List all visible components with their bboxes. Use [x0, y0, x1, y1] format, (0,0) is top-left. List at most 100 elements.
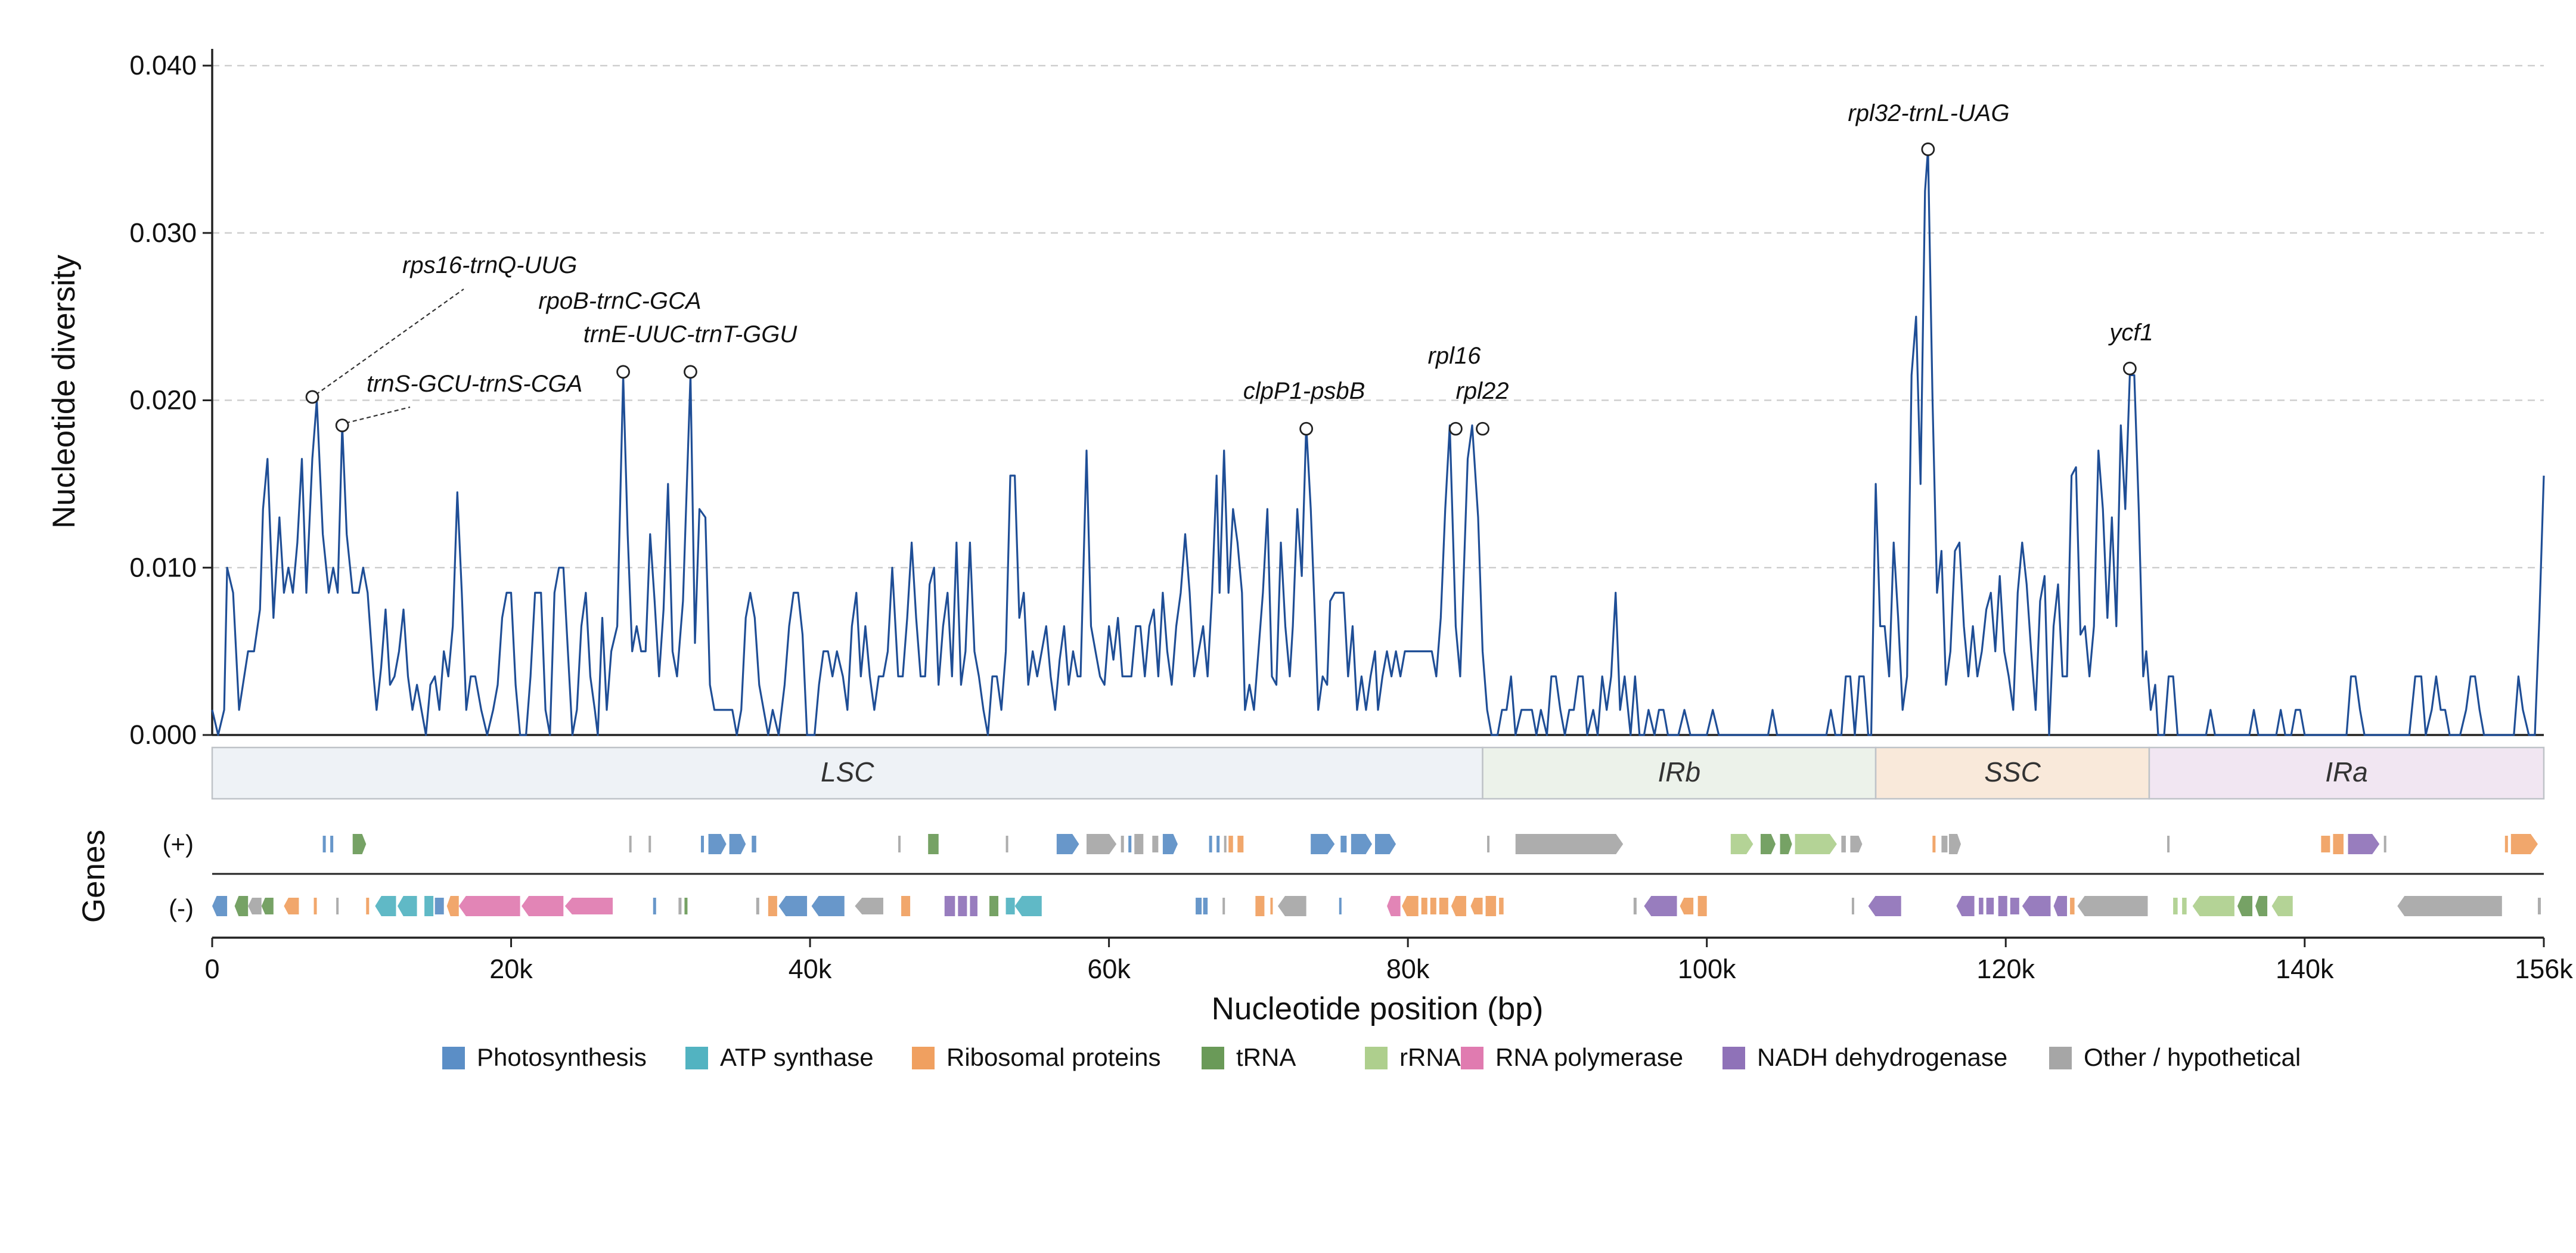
gene-minus [855, 898, 883, 914]
annotation-label: rps16-trnQ-UUG [402, 252, 577, 278]
legend: Photosynthesis ATP synthase Ribosomal prot… [442, 1043, 2301, 1071]
annotation-label: trnS-GCU-trnS-CGA [367, 371, 582, 397]
gene-minus [2192, 896, 2234, 916]
gene-plus [701, 836, 704, 852]
gene-minus [1203, 898, 1208, 914]
gene-plus [1948, 834, 1961, 854]
gene-plus [2333, 834, 2344, 854]
legend-label: NADH dehydrogenase [1757, 1043, 2007, 1071]
gene-minus [2077, 896, 2148, 916]
annotations: rps16-trnQ-UUG trnS-GCU-trnS-CGA rpoB-trnC… [305, 100, 2153, 436]
gene-minus [811, 896, 845, 916]
gene-plus [1932, 836, 1936, 852]
gene-minus [1998, 896, 2007, 916]
annotation-marker [1299, 421, 1314, 436]
gene-minus [1851, 898, 1854, 914]
annotation-leader [345, 406, 411, 424]
gene-minus [1986, 898, 1994, 914]
gridlines [212, 64, 2544, 569]
gene-minus [678, 898, 682, 914]
gene-minus [314, 898, 317, 914]
gene-minus [2255, 896, 2268, 916]
legend-swatch [1461, 1047, 1483, 1069]
gene-plus [1351, 834, 1372, 854]
gene-minus [1680, 898, 1694, 914]
gene-minus [1222, 898, 1225, 914]
gene-minus [336, 898, 339, 914]
gene-minus [2022, 896, 2051, 916]
y-tick-label: 0.020 [129, 385, 197, 415]
x-tick-label: 20k [489, 954, 533, 984]
gene-minus [1485, 896, 1497, 916]
gene-plus [352, 834, 367, 854]
x-tick-label: 100k [1678, 954, 1736, 984]
gene-minus [1277, 896, 1306, 916]
genes-label: Genes [76, 830, 111, 923]
gene-plus [1841, 836, 1846, 852]
annotation-marker [335, 418, 349, 433]
gene-plus [1730, 834, 1753, 854]
gene-plus [322, 836, 326, 852]
legend-label: rRNA [1399, 1043, 1461, 1071]
region-label-lsc: LSC [821, 756, 874, 787]
annotation-label: rpl22 [1456, 378, 1509, 404]
annotation-leader [315, 289, 464, 395]
region-label-ira: IRa [2325, 756, 2368, 787]
annotation-marker [305, 390, 319, 404]
legend-swatch [685, 1047, 708, 1069]
gene-plus [1209, 836, 1212, 852]
x-tick-label: 40k [789, 954, 832, 984]
gene-plus [2348, 834, 2380, 854]
gene-minus [397, 896, 417, 916]
gene-plus [898, 836, 901, 852]
x-tick-label: 60k [1087, 954, 1131, 984]
gene-minus [446, 896, 459, 916]
gene-plus [1795, 834, 1837, 854]
x-tick-label: 156k [2515, 954, 2573, 984]
region-ssc [1874, 746, 2150, 800]
gene-plus [1515, 834, 1624, 854]
annotation-marker [616, 365, 631, 379]
gene-minus [2173, 898, 2178, 914]
gene-minus [2271, 896, 2293, 916]
gene-plus [2321, 836, 2330, 852]
gene-plus [729, 834, 746, 854]
region-label-ssc: SSC [1984, 756, 2041, 787]
region-label-irb: IRb [1658, 756, 1701, 787]
annotation-marker [2122, 361, 2137, 376]
gene-minus [564, 898, 613, 914]
legend-swatch [912, 1047, 935, 1069]
gene-plus [1237, 836, 1244, 852]
gene-minus [458, 896, 520, 916]
region-ira [2148, 746, 2545, 800]
gene-plus [2504, 836, 2508, 852]
tick-labels: 0.000 0.010 0.020 0.030 0.040 0 20k 40k 60k 80k 10… [129, 50, 2573, 984]
axes [203, 49, 2545, 947]
gene-minus [653, 898, 656, 914]
gene-plus [1128, 836, 1132, 852]
gene-minus [1470, 898, 1483, 914]
gene-minus [1644, 896, 1677, 916]
gene-minus [1956, 896, 1975, 916]
gene-plus [1134, 834, 1144, 854]
gene-minus [2182, 898, 2187, 914]
gene-plus [1780, 834, 1792, 854]
gene-minus [970, 896, 977, 916]
gene-minus [1430, 898, 1436, 914]
gene-minus [2053, 896, 2068, 916]
annotation-marker [1448, 421, 1463, 436]
gene-minus [1868, 896, 1901, 916]
legend-label: Other / hypothetical [2084, 1043, 2301, 1071]
gene-plus [2383, 836, 2386, 852]
gene-plus [1374, 834, 1396, 854]
gene-plus [1850, 836, 1863, 852]
region-bar: LSC IRb SSC IRa [211, 746, 2545, 800]
gene-plus [648, 836, 651, 852]
x-tick-label: 140k [2276, 954, 2334, 984]
region-lsc [211, 746, 1483, 800]
annotation-label: rpl32-trnL-UAG [1848, 100, 2009, 126]
y-tick-label: 0.000 [129, 719, 197, 750]
gene-minus [1339, 898, 1342, 914]
y-tick-label: 0.040 [129, 50, 197, 80]
x-tick-label: 80k [1386, 954, 1430, 984]
